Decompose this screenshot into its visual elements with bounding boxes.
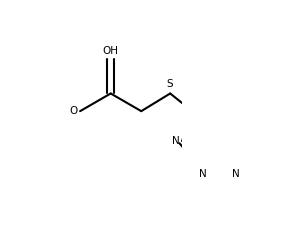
Text: N: N — [232, 168, 240, 178]
Text: S: S — [167, 79, 173, 89]
Text: OH: OH — [103, 46, 119, 56]
Text: O: O — [69, 106, 78, 116]
Text: N: N — [172, 136, 180, 146]
Text: N: N — [199, 168, 206, 178]
